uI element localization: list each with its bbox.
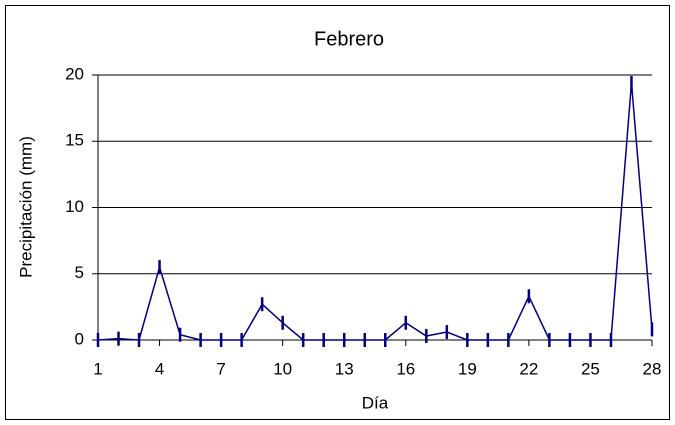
- x-tick-label: 22: [519, 359, 538, 378]
- x-tick-label: 7: [216, 359, 225, 378]
- x-tick-label: 25: [581, 359, 600, 378]
- x-tick-label: 28: [643, 359, 662, 378]
- chart-frame: [5, 5, 670, 420]
- y-tick-label: 20: [65, 64, 84, 83]
- chart-title: Febrero: [314, 28, 384, 50]
- data-line: [97, 82, 653, 341]
- x-tick-label: 1: [93, 359, 102, 378]
- x-axis-label: Día: [362, 393, 389, 412]
- x-tick-label: 16: [396, 359, 415, 378]
- x-tick-label: 4: [155, 359, 164, 378]
- y-axis-label: Precipitación (mm): [16, 136, 35, 278]
- y-tick-label: 10: [65, 197, 84, 216]
- x-tick-label: 19: [458, 359, 477, 378]
- y-tick-label: 15: [65, 131, 84, 150]
- x-tick-label: 13: [335, 359, 354, 378]
- y-tick-label: 5: [75, 263, 84, 282]
- x-tick-label: 10: [273, 359, 292, 378]
- y-tick-label: 0: [75, 329, 84, 348]
